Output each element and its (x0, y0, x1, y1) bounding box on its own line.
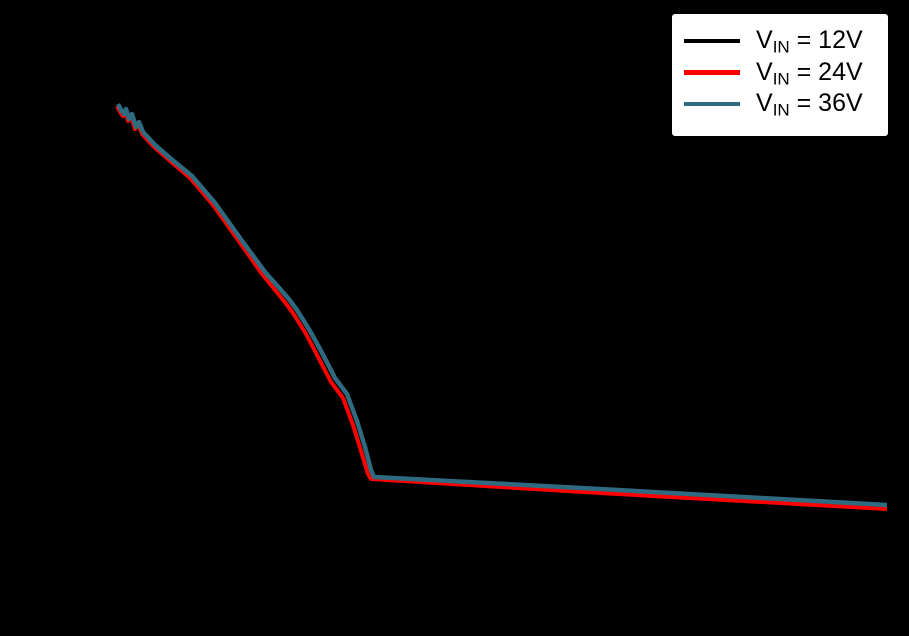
legend-swatch-36v-line-icon (684, 101, 740, 106)
legend-label-24v: VIN = 24V (756, 57, 863, 88)
legend-item-vin-24v: VIN = 24V (684, 57, 888, 89)
legend-item-vin-36v: VIN = 36V (684, 88, 888, 120)
legend-label-36v: VIN = 36V (756, 89, 863, 120)
legend-item-vin-12v: VIN = 12V (684, 25, 888, 57)
legend-label-12v: VIN = 12V (756, 26, 863, 57)
chart-legend: VIN = 12V VIN = 24V VIN = 36V (670, 12, 890, 138)
legend-swatch-12v-line-icon (684, 38, 740, 43)
series-line-vin-24v (115, 105, 888, 511)
legend-swatch-24v-line-icon (684, 70, 740, 75)
series-line-vin-12v (116, 103, 888, 507)
series-line-vin-36v (115, 102, 888, 508)
